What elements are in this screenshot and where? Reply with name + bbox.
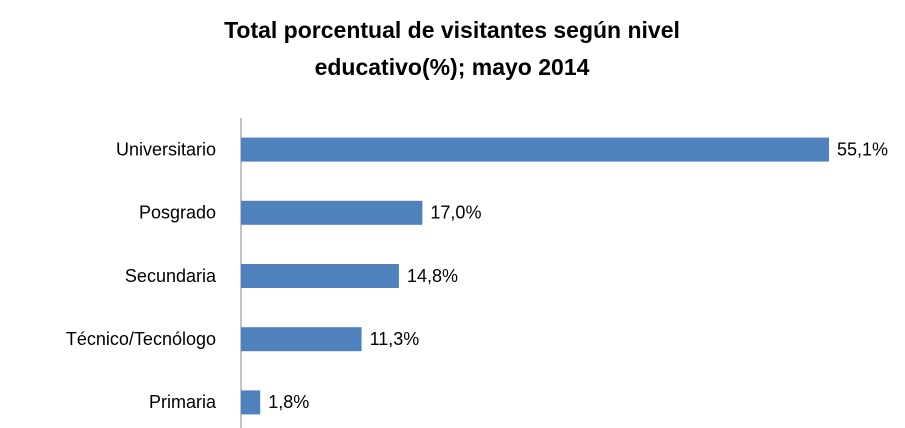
data-label: 11,3% [370,329,420,349]
bar [241,327,362,352]
y-tick-label: Secundaria [125,266,217,286]
chart-title: Total porcentual de visitantes según niv… [224,17,680,80]
y-tick-label: Primaria [149,392,217,412]
y-tick-label: Posgrado [139,203,216,223]
y-tick-label: Universitario [116,139,216,159]
bar [241,264,399,288]
y-tick-label: Técnico/Tecnólogo [66,329,216,349]
data-label: 14,8% [407,266,458,286]
bar [241,200,423,225]
data-label: 55,1% [837,139,888,159]
bar [241,390,261,415]
data-label: 1,8% [268,392,309,412]
bar [241,137,829,162]
data-label: 17,0% [430,203,481,223]
